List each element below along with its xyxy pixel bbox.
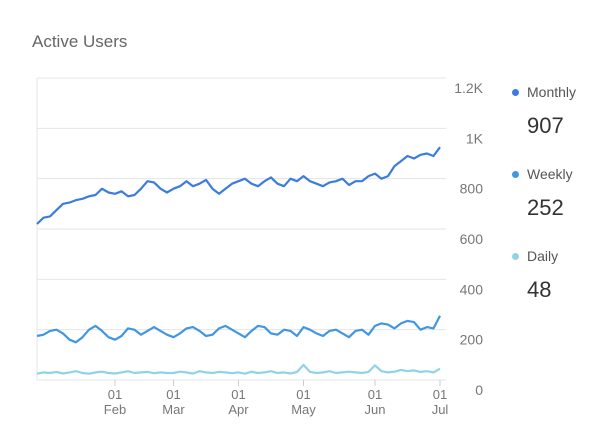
y-tick-label: 200 xyxy=(460,332,484,348)
y-tick-label: 800 xyxy=(460,181,484,197)
series-line xyxy=(36,315,441,344)
legend-marker xyxy=(512,89,519,96)
x-tick-label: 01 Jul xyxy=(431,387,449,417)
legend-label: Weekly xyxy=(527,166,573,182)
series-line xyxy=(36,146,441,225)
x-tick-label: 01 Mar xyxy=(162,387,185,417)
legend-value: 907 xyxy=(527,113,564,138)
series-line xyxy=(36,363,441,375)
legend-label: Monthly xyxy=(527,84,577,100)
x-tick-label: 01 Jun xyxy=(364,387,386,417)
legend-value: 252 xyxy=(527,195,564,220)
legend-marker xyxy=(512,171,519,178)
x-tick-label: 01 May xyxy=(291,387,316,417)
x-tick-label: 01 Feb xyxy=(103,387,127,417)
legend-marker xyxy=(512,253,519,260)
x-tick-label: 01 Apr xyxy=(228,387,249,417)
y-tick-label: 400 xyxy=(460,281,484,297)
y-tick-label: 600 xyxy=(460,231,484,247)
legend-value: 48 xyxy=(527,277,552,302)
y-tick-label: 1K xyxy=(466,130,484,146)
y-tick-label: 1.2K xyxy=(454,80,483,96)
legend-label: Daily xyxy=(527,248,559,264)
y-tick-label: 0 xyxy=(475,382,483,398)
chart-title: Active Users xyxy=(32,32,128,51)
